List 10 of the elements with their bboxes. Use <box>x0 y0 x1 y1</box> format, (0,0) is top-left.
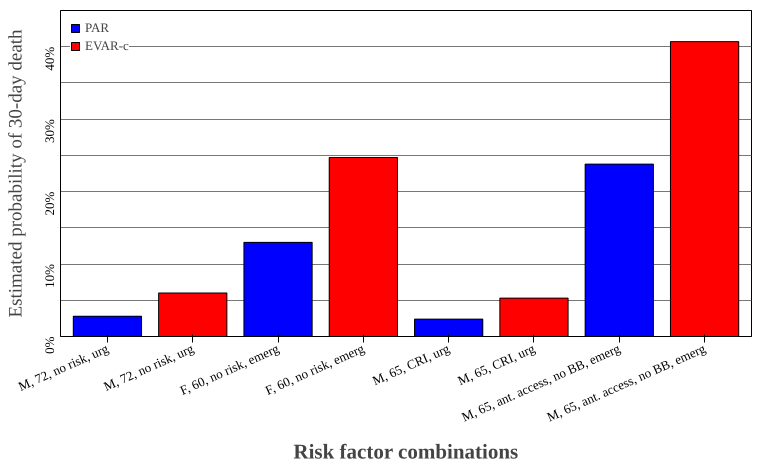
legend-label: EVAR-c <box>85 38 129 54</box>
y-tick-label: 10% <box>42 264 57 288</box>
y-tick-label: 40% <box>42 46 57 71</box>
legend-label: PAR <box>85 20 110 36</box>
x-tick-label: M, 65, CRI, urg <box>370 340 452 388</box>
y-tick-label: 20% <box>42 191 57 216</box>
y-tick-label: 0% <box>42 336 57 354</box>
x-axis-title: Risk factor combinations <box>293 439 518 464</box>
y-tick-label: 30% <box>42 118 57 143</box>
y-axis-title: Estimated probability of 30-day death <box>6 28 26 318</box>
